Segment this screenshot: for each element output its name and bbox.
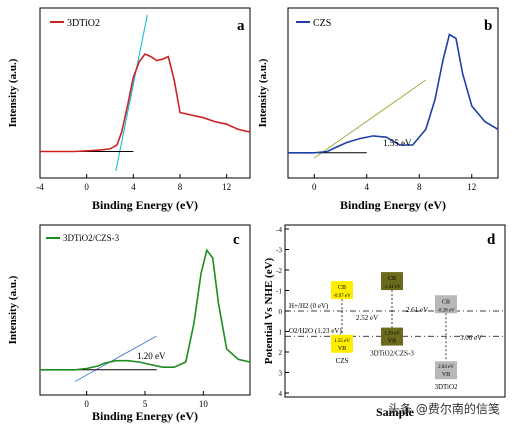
panel-d-cb-value: -0.97 eV	[333, 294, 351, 299]
panel-d-cb-label: CB	[442, 299, 450, 305]
panel-d-ytick-label: -4	[276, 226, 282, 234]
panel-b-annotation: 1.55 eV	[383, 138, 412, 148]
panel-b-xtick-label: 8	[417, 182, 422, 192]
panel-d-ytick-label: -3	[276, 247, 282, 255]
panel-b-xlabel: Binding Energy (eV)	[340, 198, 446, 212]
panel-d-material-name: CZS	[336, 357, 349, 365]
panel-d-vb-label: VB	[338, 346, 346, 352]
panel-b-xtick-label: 12	[467, 182, 476, 192]
panel-c-xtick-label: 0	[84, 399, 89, 409]
panel-c-fit-line	[74, 335, 157, 382]
panel-d-cb-box	[381, 272, 403, 291]
panel-c-legend-label: 3DTiO2/CZS-3	[63, 233, 120, 243]
panel-d-cb-value: -0.28 eV	[437, 308, 455, 313]
panel-d-reference-label: O2/H2O (1.23 eV)	[289, 327, 342, 335]
panel-d-vb-value: 1.55 eV	[334, 339, 350, 344]
panel-a-xtick-label: 12	[222, 182, 231, 192]
panel-d-material-name: 3DTiO2/CZS-3	[370, 350, 414, 358]
panel-d-gap-label: 3.06 eV	[460, 334, 482, 342]
panel-d-ytick-label: 2	[279, 349, 283, 357]
panel-c-xlabel: Binding Energy (eV)	[92, 409, 198, 423]
panel-d-material-name: 3DTiO2	[434, 383, 458, 391]
panel-d-ytick-label: -2	[276, 267, 282, 275]
panel-a-xtick-label: 8	[178, 182, 183, 192]
panel-a-ylabel: Intensity (a.u.)	[7, 58, 19, 127]
panel-a-xtick-label: 4	[131, 182, 136, 192]
panel-d-vb-value: 1.20 eV	[384, 332, 400, 337]
panel-b-legend-label: CZS	[313, 18, 331, 29]
panel-b-series-line	[288, 33, 499, 154]
panel-c-ylabel: Intensity (a.u.)	[7, 275, 19, 344]
panel-a: -4 0 4 8 12 a 3DTiO2 Intensity (a.u.) Bindin…	[7, 7, 251, 212]
panel-d-cb-box	[331, 281, 353, 300]
panel-d-ylabel: Potential Vs NHE (eV)	[263, 257, 275, 364]
panel-a-series-line	[40, 53, 251, 153]
panel-d-xlabel: Sample	[376, 405, 415, 419]
panel-a-xlabel: Binding Energy (eV)	[92, 198, 198, 212]
panel-c-xtick-label: 10	[199, 399, 209, 409]
panel-b-xtick-label: 4	[365, 182, 370, 192]
panel-d-ytick-label: -1	[276, 288, 282, 296]
panel-d-ytick-label: 3	[279, 370, 283, 378]
panel-d-vb-label: VB	[388, 339, 396, 345]
panel-a-xtick-label: 0	[84, 182, 89, 192]
panel-d-cb-label: CB	[388, 276, 396, 282]
panel-a-legend-label: 3DTiO2	[67, 18, 100, 29]
panel-c-letter: c	[233, 232, 240, 248]
panel-d-vb-value: 2.84 eV	[438, 365, 454, 370]
panel-d-cb-value: -1.41 eV	[383, 285, 401, 290]
panel-a-fit-line	[115, 14, 148, 172]
panel-a-xtick-label: -4	[36, 182, 44, 192]
panel-d-vb-box	[331, 334, 353, 353]
panel-d: -4 -3 -2 -1 0 1 2 3 4 H+/H2 (0 eV) O2/H2O (1.23 e…	[263, 224, 506, 419]
panel-d-cb-label: CB	[338, 285, 346, 291]
panel-d-ytick-label: 4	[279, 390, 283, 398]
panel-d-ytick-label: 1	[279, 329, 283, 337]
watermark: 头条 @费尔南的信笺	[388, 402, 500, 416]
panel-b-frame	[287, 7, 499, 179]
panel-b-fit-line	[313, 79, 427, 159]
panel-b-letter: b	[484, 18, 492, 34]
panel-c-xtick-label: 5	[143, 399, 148, 409]
panel-a-letter: a	[237, 18, 245, 34]
panel-c-annotation: 1.20 eV	[137, 351, 166, 361]
panel-c-series-line	[40, 248, 251, 371]
panel-d-cb-box	[435, 295, 457, 314]
panel-b-xtick-label: 0	[312, 182, 317, 192]
panel-d-gap-label: 2.52 eV	[356, 314, 378, 322]
panel-d-ytick-label: 0	[279, 308, 283, 316]
panel-d-reference-label: H+/H2 (0 eV)	[289, 302, 329, 310]
panel-d-vb-box	[381, 327, 403, 346]
panel-d-vb-box	[435, 361, 457, 380]
panel-d-letter: d	[487, 232, 496, 248]
panel-c: 0 5 10 c 3DTiO2/CZS-3 1.20 eV Intensity (a…	[7, 224, 251, 423]
panel-a-frame	[39, 7, 251, 179]
panel-b: 0 4 8 12 b CZS 1.55 eV Intensity (a.u.) Bin…	[257, 7, 499, 212]
panel-d-vb-label: VB	[442, 372, 450, 378]
panel-d-gap-label: 2.61 eV	[406, 306, 428, 314]
panel-b-ylabel: Intensity (a.u.)	[257, 58, 269, 127]
